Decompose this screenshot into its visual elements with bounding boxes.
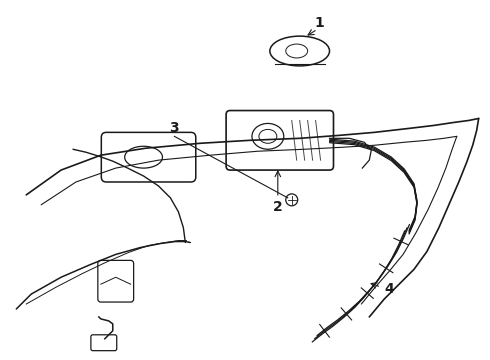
Text: 3: 3 — [170, 121, 179, 135]
Text: 1: 1 — [315, 16, 324, 30]
Text: 4: 4 — [384, 282, 394, 296]
Text: 2: 2 — [273, 200, 283, 214]
